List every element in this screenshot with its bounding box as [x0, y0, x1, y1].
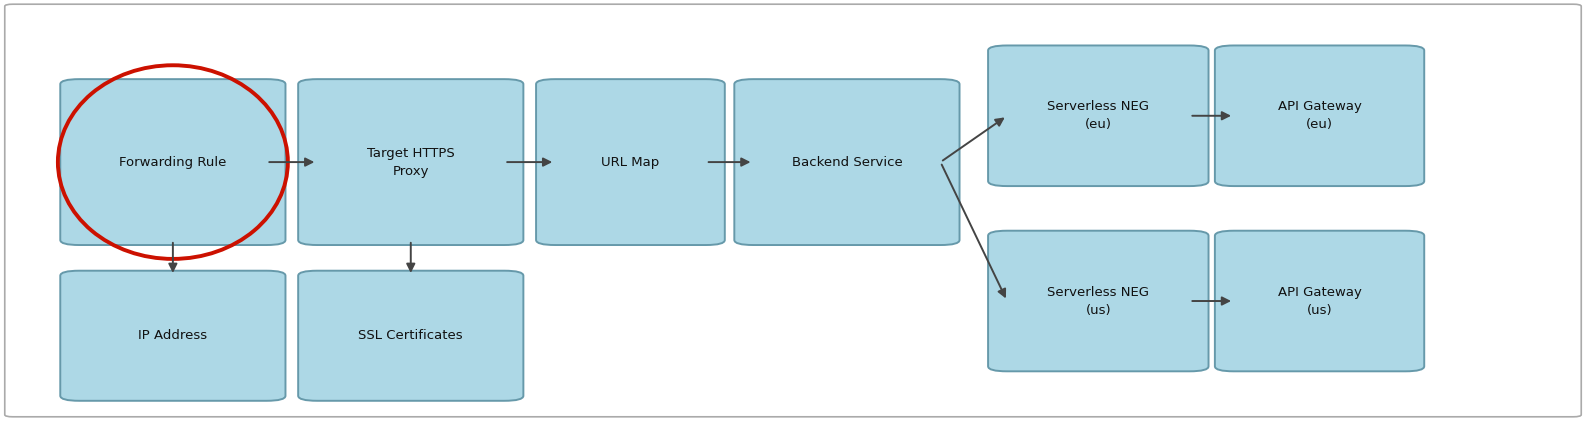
FancyBboxPatch shape: [298, 79, 523, 245]
FancyBboxPatch shape: [60, 79, 285, 245]
FancyBboxPatch shape: [60, 271, 285, 401]
FancyBboxPatch shape: [298, 271, 523, 401]
FancyBboxPatch shape: [5, 4, 1581, 417]
Text: API Gateway
(eu): API Gateway (eu): [1278, 100, 1361, 131]
Text: IP Address: IP Address: [138, 329, 208, 342]
Text: Serverless NEG
(us): Serverless NEG (us): [1047, 285, 1150, 317]
FancyBboxPatch shape: [988, 231, 1209, 371]
FancyBboxPatch shape: [1215, 45, 1424, 186]
FancyBboxPatch shape: [988, 45, 1209, 186]
Text: Target HTTPS
Proxy: Target HTTPS Proxy: [366, 147, 455, 178]
Text: API Gateway
(us): API Gateway (us): [1278, 285, 1361, 317]
FancyBboxPatch shape: [536, 79, 725, 245]
Text: Forwarding Rule: Forwarding Rule: [119, 156, 227, 168]
Text: SSL Certificates: SSL Certificates: [358, 329, 463, 342]
Text: Backend Service: Backend Service: [791, 156, 902, 168]
FancyBboxPatch shape: [1215, 231, 1424, 371]
Text: URL Map: URL Map: [601, 156, 660, 168]
FancyBboxPatch shape: [734, 79, 960, 245]
Text: Serverless NEG
(eu): Serverless NEG (eu): [1047, 100, 1150, 131]
